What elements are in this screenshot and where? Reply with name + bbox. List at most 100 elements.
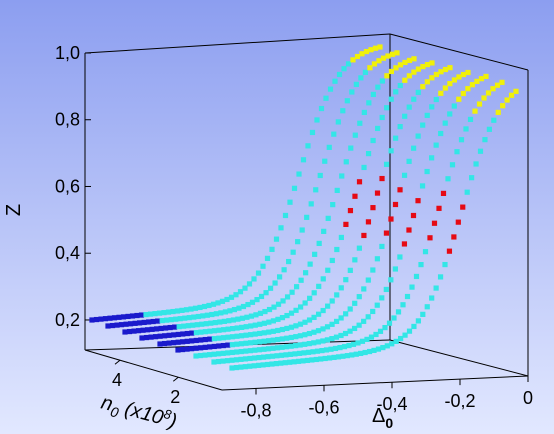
- data-point: [284, 312, 290, 319]
- data-point: [184, 330, 190, 337]
- data-point: [297, 333, 303, 339]
- data-point: [376, 58, 382, 64]
- data-point: [256, 339, 263, 345]
- data-point: [247, 348, 253, 354]
- data-point: [302, 332, 308, 338]
- data-point: [295, 358, 302, 364]
- data-point: [473, 161, 479, 167]
- data-point: [415, 89, 421, 96]
- data-point: [212, 320, 218, 326]
- data-point: [265, 346, 272, 352]
- data-point: [433, 96, 439, 103]
- data-point: [296, 171, 302, 177]
- data-point: [449, 162, 456, 168]
- data-point: [202, 344, 208, 350]
- data-point: [388, 68, 395, 75]
- data-point: [246, 281, 253, 287]
- data-point: [356, 294, 362, 300]
- data-point: [415, 66, 422, 72]
- data-point: [109, 322, 116, 329]
- bottom-right-edge: [389, 339, 529, 377]
- data-point: [170, 308, 176, 315]
- data-point: [308, 201, 314, 207]
- n0-axis-line: [84, 349, 223, 391]
- data-point: [234, 325, 240, 331]
- data-point: [239, 315, 246, 321]
- data-point: [287, 199, 293, 205]
- data-point: [415, 133, 421, 139]
- data-point: [397, 62, 404, 68]
- data-point: [508, 92, 515, 98]
- data-point: [162, 333, 168, 339]
- data-point: [374, 190, 381, 196]
- data-point: [393, 65, 399, 71]
- data-point: [451, 234, 457, 240]
- data-point: [465, 69, 471, 76]
- data-point: [410, 212, 417, 219]
- data-point: [371, 61, 378, 67]
- z-tick-group: 1,0 0,8 0,6 0,4 0,2: [55, 43, 91, 330]
- data-point: [282, 360, 288, 366]
- data-point: [215, 300, 221, 306]
- data-point: [340, 353, 346, 359]
- data-point: [243, 332, 249, 338]
- z-tick-label: 0,4: [55, 243, 80, 263]
- data-point: [325, 303, 331, 309]
- data-point: [328, 346, 334, 352]
- data-point: [361, 286, 367, 292]
- data-point: [460, 71, 467, 78]
- data-point: [356, 322, 362, 328]
- data-point: [207, 328, 213, 334]
- data-point: [256, 362, 262, 368]
- top-back-edge: [84, 33, 391, 54]
- data-point: [486, 126, 492, 132]
- data-point: [363, 48, 370, 55]
- data-point: [218, 310, 224, 316]
- data-point: [179, 346, 186, 353]
- data-point: [490, 86, 496, 92]
- data-point: [233, 364, 240, 371]
- data-point: [111, 315, 118, 321]
- data-point: [379, 114, 385, 121]
- data-point: [206, 302, 212, 309]
- data-point: [175, 347, 181, 353]
- data-point: [463, 126, 469, 132]
- data-point: [183, 307, 190, 313]
- data-point: [348, 145, 354, 151]
- data-point: [313, 356, 319, 363]
- data-point: [476, 101, 483, 107]
- data-point: [482, 137, 488, 143]
- data-point: [290, 249, 296, 255]
- data-point: [314, 348, 321, 354]
- data-point: [350, 341, 357, 347]
- data-point: [229, 357, 235, 363]
- data-point: [193, 353, 199, 359]
- data-point: [307, 295, 313, 301]
- data-point: [263, 290, 269, 296]
- data-point: [247, 355, 253, 362]
- data-point: [265, 354, 271, 360]
- data-point: [225, 350, 231, 356]
- data-point: [491, 117, 497, 123]
- data-point: [337, 345, 343, 351]
- data-point: [236, 305, 242, 311]
- data-point: [198, 345, 204, 351]
- data-point: [436, 205, 442, 211]
- data-point: [429, 104, 435, 110]
- data-point: [293, 343, 299, 349]
- data-point: [322, 158, 328, 164]
- data-point: [370, 267, 376, 273]
- data-point: [343, 159, 349, 165]
- data-point: [224, 296, 230, 303]
- data-point: [257, 310, 264, 316]
- data-point: [393, 89, 399, 95]
- data-point: [293, 323, 299, 329]
- data-point: [442, 66, 449, 73]
- data-point: [362, 349, 368, 356]
- data-point: [297, 342, 303, 348]
- data-point: [325, 215, 331, 221]
- data-point: [454, 149, 460, 155]
- delta0-sub: 0: [385, 415, 393, 431]
- data-point: [365, 277, 371, 283]
